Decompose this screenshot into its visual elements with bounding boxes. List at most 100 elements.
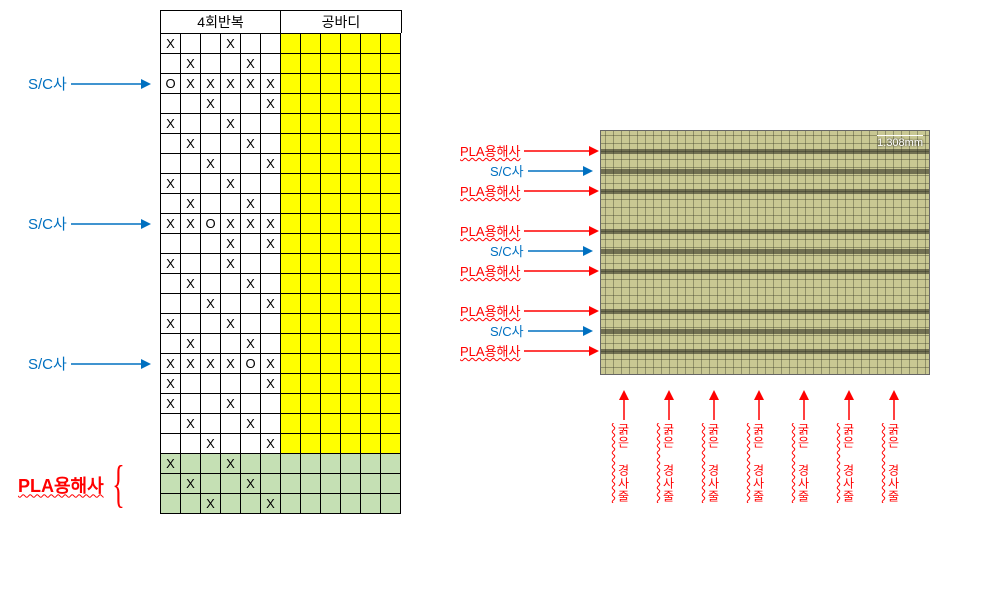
grid-cell	[381, 134, 401, 154]
grid-cell	[321, 334, 341, 354]
grid-cell: X	[261, 234, 281, 254]
pla-label: PLA용해사	[460, 301, 599, 320]
grid-cell	[221, 414, 241, 434]
grid-cell: X	[221, 234, 241, 254]
grid-cell	[301, 154, 321, 174]
grid-cell	[301, 414, 321, 434]
grid-cell	[341, 494, 361, 514]
grid-cell	[361, 234, 381, 254]
grid-cell	[321, 154, 341, 174]
sc-label: S/C사	[28, 213, 151, 234]
grid-cell	[241, 454, 261, 474]
grid-cell	[241, 394, 261, 414]
warp-column-label: 굵은 경사줄	[795, 390, 812, 503]
grid-cell	[241, 374, 261, 394]
grid-cell	[261, 314, 281, 334]
grid-cell	[301, 214, 321, 234]
grid-cell	[261, 414, 281, 434]
warp-column-label: 굵은 경사줄	[750, 390, 767, 503]
warp-column-label: 굵은 경사줄	[705, 390, 722, 503]
grid-cell	[181, 314, 201, 334]
grid-cell	[301, 194, 321, 214]
grid-cell: X	[181, 214, 201, 234]
grid-cell	[321, 434, 341, 454]
sc-label: S/C사	[490, 321, 593, 340]
grid-cell: X	[241, 334, 261, 354]
grid-cell	[341, 114, 361, 134]
grid-cell	[281, 254, 301, 274]
grid-cell: X	[241, 54, 261, 74]
grid-cell	[261, 474, 281, 494]
grid-header-right: 공바디	[281, 11, 401, 33]
grid-cell	[281, 374, 301, 394]
grid-cell	[301, 114, 321, 134]
grid-cell	[361, 74, 381, 94]
grid-cell	[281, 34, 301, 54]
warp-column-label: 굵은 경사줄	[660, 390, 677, 503]
grid-cell: X	[161, 114, 181, 134]
grid-cell: X	[241, 134, 261, 154]
grid-cell	[181, 34, 201, 54]
grid-cell	[281, 314, 301, 334]
grid-cell	[361, 94, 381, 114]
grid-cell: X	[181, 474, 201, 494]
sc-text: S/C사	[28, 213, 67, 234]
grid-cell: O	[161, 74, 181, 94]
grid-cell: X	[181, 54, 201, 74]
arrow-up-icon	[797, 390, 811, 420]
grid-header: 4회반복 공바디	[160, 10, 402, 33]
grid-cell	[201, 314, 221, 334]
grid-cell	[321, 294, 341, 314]
grid-cell	[161, 494, 181, 514]
right-panel: 1.308mm PLA용해사S/C사PLA용해사PLA용해사S/C사PLA용해사…	[420, 0, 1007, 600]
arrow-icon	[524, 184, 599, 198]
grid-cell	[241, 174, 261, 194]
grid-cell	[221, 134, 241, 154]
grid-cell	[341, 334, 361, 354]
arrow-up-icon	[707, 390, 721, 420]
grid-cell	[161, 274, 181, 294]
grid-cell	[321, 254, 341, 274]
vert-text: 굵은 경사줄	[885, 423, 902, 503]
label-text: PLA용해사	[460, 141, 520, 160]
grid-cell	[241, 254, 261, 274]
weave-grid-wrap: 4회반복 공바디 XXXXOXXXXXXXXXXXXXXXXXXXOXXXXXX…	[160, 10, 402, 514]
grid-cell	[381, 434, 401, 454]
grid-cell: X	[241, 194, 261, 214]
grid-cell	[381, 354, 401, 374]
grid-cell	[221, 294, 241, 314]
grid-cell: X	[261, 214, 281, 234]
grid-cell	[381, 214, 401, 234]
grid-cell	[361, 334, 381, 354]
grid-cell	[221, 154, 241, 174]
grid-cell	[281, 174, 301, 194]
sc-text: S/C사	[28, 73, 67, 94]
grid-cell	[241, 314, 261, 334]
pla-label: PLA용해사	[460, 341, 599, 360]
grid-cell: X	[181, 194, 201, 214]
grid-cell	[321, 474, 341, 494]
grid-cell	[221, 374, 241, 394]
grid-cell	[301, 94, 321, 114]
grid-cell	[181, 374, 201, 394]
grid-cell: X	[161, 254, 181, 274]
grid-cell	[321, 314, 341, 334]
grid-cell	[341, 174, 361, 194]
arrow-icon	[528, 244, 593, 258]
grid-cell	[381, 454, 401, 474]
grid-cell	[181, 454, 201, 474]
grid-cell	[301, 494, 321, 514]
grid-cell	[381, 494, 401, 514]
label-text: PLA용해사	[460, 221, 520, 240]
grid-cell	[321, 274, 341, 294]
grid-cell	[301, 74, 321, 94]
grid-cell	[321, 394, 341, 414]
grid-cell	[281, 194, 301, 214]
grid-cell: X	[261, 94, 281, 114]
grid-cell	[361, 494, 381, 514]
grid-cell	[201, 34, 221, 54]
grid-cell	[201, 274, 221, 294]
pla-label: PLA용해사	[460, 141, 599, 160]
grid-cell	[221, 194, 241, 214]
grid-cell: X	[161, 374, 181, 394]
